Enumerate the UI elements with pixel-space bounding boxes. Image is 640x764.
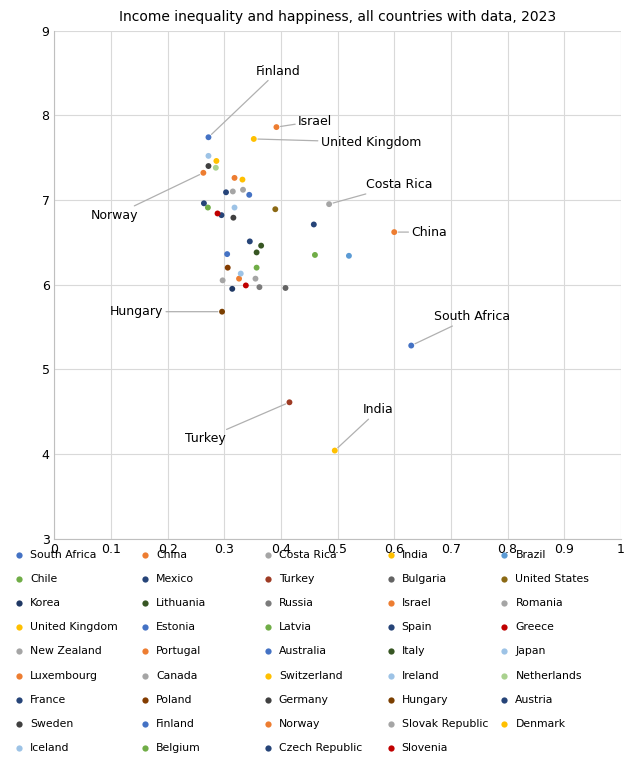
- Point: [244, 235, 255, 248]
- Text: Romania: Romania: [515, 598, 563, 608]
- Point: [204, 160, 214, 172]
- Point: [236, 267, 246, 280]
- Point: [229, 202, 239, 214]
- Point: [249, 133, 259, 145]
- Point: [204, 131, 214, 144]
- Text: Belgium: Belgium: [156, 743, 201, 753]
- Text: Slovenia: Slovenia: [402, 743, 448, 753]
- Point: [212, 207, 223, 219]
- Point: [324, 198, 334, 210]
- Text: Austria: Austria: [515, 694, 554, 704]
- Point: [199, 197, 209, 209]
- Point: [229, 172, 239, 184]
- Text: Hungary: Hungary: [110, 305, 218, 318]
- Point: [218, 274, 228, 286]
- Text: China: China: [399, 225, 447, 238]
- Point: [221, 186, 231, 199]
- Text: Norway: Norway: [279, 719, 320, 729]
- Point: [310, 249, 320, 261]
- Text: Brazil: Brazil: [515, 549, 546, 559]
- Text: Greece: Greece: [515, 622, 554, 632]
- Text: Italy: Italy: [402, 646, 425, 656]
- Text: Costa Rica: Costa Rica: [279, 549, 337, 559]
- Text: Portugal: Portugal: [156, 646, 201, 656]
- Point: [234, 273, 244, 285]
- Point: [330, 445, 340, 457]
- Text: Netherlands: Netherlands: [515, 671, 582, 681]
- Point: [270, 203, 280, 215]
- Point: [389, 226, 399, 238]
- Point: [227, 283, 237, 295]
- Text: Costa Rica: Costa Rica: [333, 178, 433, 203]
- Point: [223, 261, 233, 274]
- Point: [308, 219, 319, 231]
- Text: Norway: Norway: [92, 175, 200, 222]
- Point: [211, 162, 221, 174]
- Text: Israel: Israel: [402, 598, 431, 608]
- Text: China: China: [156, 549, 187, 559]
- Point: [271, 121, 282, 133]
- Text: Canada: Canada: [156, 671, 197, 681]
- Text: Sweden: Sweden: [30, 719, 73, 729]
- Text: New Zealand: New Zealand: [30, 646, 102, 656]
- Text: United States: United States: [515, 574, 589, 584]
- Text: Germany: Germany: [279, 694, 329, 704]
- Text: Russia: Russia: [279, 598, 314, 608]
- Point: [280, 282, 291, 294]
- Text: South Africa: South Africa: [30, 549, 97, 559]
- Text: Korea: Korea: [30, 598, 61, 608]
- Text: Ireland: Ireland: [402, 671, 440, 681]
- Point: [238, 183, 248, 196]
- Point: [406, 339, 417, 351]
- Text: Luxembourg: Luxembourg: [30, 671, 98, 681]
- Point: [217, 306, 227, 318]
- Text: France: France: [30, 694, 67, 704]
- Point: [216, 209, 227, 222]
- Point: [237, 173, 248, 186]
- Text: Israel: Israel: [280, 115, 332, 128]
- Point: [254, 281, 264, 293]
- Text: Poland: Poland: [156, 694, 193, 704]
- Point: [250, 273, 260, 285]
- Title: Income inequality and happiness, all countries with data, 2023: Income inequality and happiness, all cou…: [119, 10, 556, 24]
- Point: [198, 167, 209, 179]
- Point: [203, 202, 213, 214]
- Text: Hungary: Hungary: [402, 694, 448, 704]
- Text: India: India: [402, 549, 428, 559]
- Point: [256, 240, 266, 252]
- Text: Lithuania: Lithuania: [156, 598, 206, 608]
- Point: [241, 280, 251, 292]
- Text: Latvia: Latvia: [279, 622, 312, 632]
- Text: Switzerland: Switzerland: [279, 671, 342, 681]
- Text: South Africa: South Africa: [415, 310, 510, 344]
- Text: Spain: Spain: [402, 622, 432, 632]
- Point: [244, 189, 254, 201]
- Point: [222, 248, 232, 261]
- Text: Bulgaria: Bulgaria: [402, 574, 447, 584]
- Text: United Kingdom: United Kingdom: [30, 622, 118, 632]
- Point: [284, 397, 294, 409]
- Text: United Kingdom: United Kingdom: [258, 136, 421, 149]
- Text: Chile: Chile: [30, 574, 57, 584]
- Point: [228, 212, 239, 224]
- Text: Finland: Finland: [211, 65, 300, 134]
- Text: Estonia: Estonia: [156, 622, 196, 632]
- Text: Czech Republic: Czech Republic: [279, 743, 362, 753]
- Point: [211, 155, 221, 167]
- Text: Turkey: Turkey: [185, 404, 285, 445]
- Text: Australia: Australia: [279, 646, 327, 656]
- Text: Mexico: Mexico: [156, 574, 194, 584]
- Text: Turkey: Turkey: [279, 574, 314, 584]
- Text: Japan: Japan: [515, 646, 546, 656]
- Text: Finland: Finland: [156, 719, 195, 729]
- Text: India: India: [338, 403, 394, 448]
- Text: Denmark: Denmark: [515, 719, 566, 729]
- Point: [252, 246, 262, 258]
- Text: Slovak Republic: Slovak Republic: [402, 719, 488, 729]
- Point: [252, 261, 262, 274]
- Point: [344, 250, 354, 262]
- Point: [204, 150, 214, 162]
- Point: [228, 186, 238, 198]
- Text: Iceland: Iceland: [30, 743, 70, 753]
